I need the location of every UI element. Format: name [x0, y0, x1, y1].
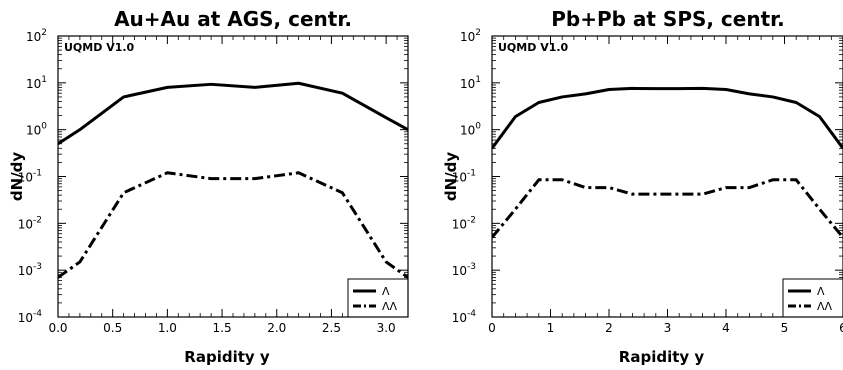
- y-axis-label: dN/dy: [8, 152, 26, 202]
- y-tick-label: 100: [460, 122, 481, 138]
- y-tick-label: 10-3: [452, 262, 476, 278]
- x-tick-label: 2: [605, 321, 613, 335]
- series-line-lambda-lambda: [492, 178, 843, 239]
- y-tick-label: 10-4: [18, 309, 43, 325]
- legend-box: [782, 278, 843, 318]
- x-tick-label: 1.0: [158, 321, 177, 335]
- legend-box: [347, 278, 409, 318]
- x-tick-label: 5: [781, 321, 789, 335]
- y-tick-label: 100: [26, 122, 47, 138]
- y-tick-label: 10-1: [452, 169, 476, 185]
- x-tick-label: 0.5: [103, 321, 122, 335]
- x-tick-label: 1.5: [213, 321, 232, 335]
- plot-frame: [491, 35, 843, 318]
- series-line-lambda: [492, 86, 843, 150]
- x-tick-label: 4: [722, 321, 730, 335]
- x-tick-label: 2.5: [322, 321, 341, 335]
- model-annotation: UQMD V1.0: [498, 41, 569, 54]
- x-axis-ticks: [57, 36, 409, 317]
- model-annotation: UQMD V1.0: [64, 41, 135, 54]
- legend-label: Λ: [817, 285, 825, 298]
- y-tick-label: 10-2: [452, 215, 476, 231]
- x-tick-label: 3.0: [377, 321, 396, 335]
- legend-label: Λ: [382, 285, 390, 298]
- x-tick-label: 3: [664, 321, 672, 335]
- y-axis-ticks: [58, 35, 408, 318]
- y-tick-label: 101: [460, 75, 481, 91]
- y-tick-label: 102: [460, 28, 481, 44]
- series-line-lambda-lambda: [58, 171, 408, 279]
- x-axis-label: Rapidity y: [619, 348, 705, 366]
- x-axis-ticks: [491, 36, 843, 317]
- y-tick-label: 10-1: [18, 169, 42, 185]
- y-axis-ticks: [492, 35, 843, 318]
- legend-label: ΛΛ: [382, 300, 398, 313]
- plot-frame: [57, 35, 409, 318]
- chart-title: Pb+Pb at SPS, centr.: [551, 7, 785, 31]
- x-tick-label: 0: [488, 321, 496, 335]
- x-tick-label: 1: [547, 321, 555, 335]
- series-line-lambda: [58, 81, 408, 146]
- series-lines: [58, 81, 408, 279]
- y-tick-label: 10-3: [18, 262, 42, 278]
- legend-label: ΛΛ: [817, 300, 833, 313]
- x-tick-label: 2.0: [267, 321, 286, 335]
- x-tick-label: 6: [839, 321, 843, 335]
- y-tick-label: 10-4: [452, 309, 477, 325]
- chart-panel-1: Au+Au at AGS, centr. 10-4 10-3 10-2 10-1 100 1…: [8, 7, 409, 366]
- y-tick-label: 10-2: [18, 215, 42, 231]
- legend: ΛΛΛ: [782, 278, 843, 318]
- x-tick-label: 0.0: [48, 321, 67, 335]
- y-tick-label: 101: [26, 75, 47, 91]
- series-lines: [492, 86, 843, 239]
- x-axis-label: Rapidity y: [184, 348, 270, 366]
- y-axis-label: dN/dy: [442, 152, 460, 202]
- legend: ΛΛΛ: [347, 278, 409, 318]
- chart-panel-2: Pb+Pb at SPS, centr. 10-4 10-3 10-2 10-1 100 1…: [442, 7, 843, 366]
- chart-title: Au+Au at AGS, centr.: [114, 7, 352, 31]
- y-tick-label: 102: [26, 28, 47, 44]
